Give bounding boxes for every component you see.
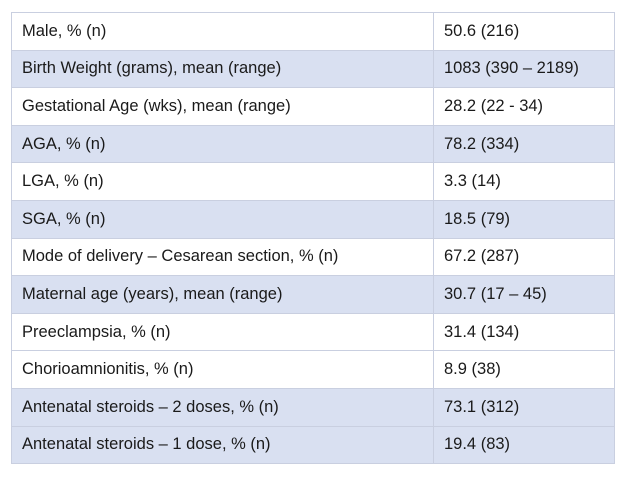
row-value: 8.9 (38) bbox=[433, 350, 615, 389]
table-row: Preeclampsia, % (n) 31.4 (134) bbox=[11, 312, 615, 351]
row-label: LGA, % (n) bbox=[11, 162, 434, 201]
row-label: Birth Weight (grams), mean (range) bbox=[11, 49, 434, 88]
row-label: Mode of delivery – Cesarean section, % (… bbox=[11, 237, 434, 276]
row-label: Gestational Age (wks), mean (range) bbox=[11, 87, 434, 126]
row-label: Maternal age (years), mean (range) bbox=[11, 275, 434, 314]
row-value: 78.2 (334) bbox=[433, 124, 615, 163]
row-label: Chorioamnionitis, % (n) bbox=[11, 350, 434, 389]
row-label: Antenatal steroids – 2 doses, % (n) bbox=[11, 387, 434, 427]
table-row: LGA, % (n) 3.3 (14) bbox=[11, 162, 615, 201]
table-row: Antenatal steroids – 1 dose, % (n) 19.4 … bbox=[11, 425, 615, 465]
row-label: Preeclampsia, % (n) bbox=[11, 312, 434, 351]
data-table-container: Male, % (n) 50.6 (216) Birth Weight (gra… bbox=[11, 12, 615, 465]
table-row: Birth Weight (grams), mean (range) 1083 … bbox=[11, 49, 615, 88]
table-row: Mode of delivery – Cesarean section, % (… bbox=[11, 237, 615, 276]
row-label: AGA, % (n) bbox=[11, 124, 434, 163]
row-value: 3.3 (14) bbox=[433, 162, 615, 201]
table-row: Male, % (n) 50.6 (216) bbox=[11, 12, 615, 51]
row-value: 1083 (390 – 2189) bbox=[433, 49, 615, 88]
table-row: AGA, % (n) 78.2 (334) bbox=[11, 124, 615, 163]
table-body: Male, % (n) 50.6 (216) Birth Weight (gra… bbox=[11, 12, 615, 465]
table-row: Maternal age (years), mean (range) 30.7 … bbox=[11, 275, 615, 314]
characteristics-table: Male, % (n) 50.6 (216) Birth Weight (gra… bbox=[11, 12, 615, 465]
row-label: SGA, % (n) bbox=[11, 199, 434, 239]
row-value: 28.2 (22 - 34) bbox=[433, 87, 615, 126]
table-row: Gestational Age (wks), mean (range) 28.2… bbox=[11, 87, 615, 126]
table-row: Chorioamnionitis, % (n) 8.9 (38) bbox=[11, 350, 615, 389]
row-label: Antenatal steroids – 1 dose, % (n) bbox=[11, 425, 434, 465]
table-row: Antenatal steroids – 2 doses, % (n) 73.1… bbox=[11, 387, 615, 427]
row-value: 30.7 (17 – 45) bbox=[433, 275, 615, 314]
row-value: 50.6 (216) bbox=[433, 12, 615, 51]
row-value: 19.4 (83) bbox=[433, 425, 615, 465]
row-label: Male, % (n) bbox=[11, 12, 434, 51]
row-value: 73.1 (312) bbox=[433, 387, 615, 427]
row-value: 67.2 (287) bbox=[433, 237, 615, 276]
table-row: SGA, % (n) 18.5 (79) bbox=[11, 199, 615, 239]
row-value: 18.5 (79) bbox=[433, 199, 615, 239]
row-value: 31.4 (134) bbox=[433, 312, 615, 351]
